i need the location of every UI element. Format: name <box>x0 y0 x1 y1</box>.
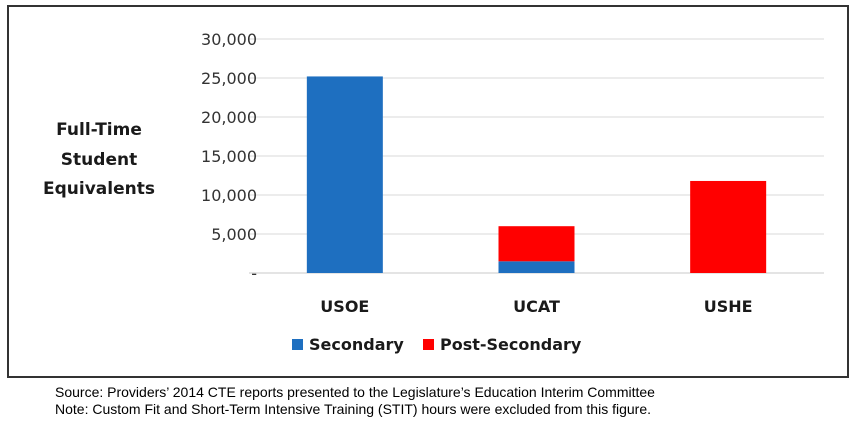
source-note: Source: Providers’ 2014 CTE reports pres… <box>55 384 655 400</box>
bar-ushe-post-secondary <box>690 180 767 273</box>
bar-usoe-secondary <box>306 76 383 273</box>
y-tick-label: 10,000 <box>201 186 257 205</box>
legend-swatch-secondary <box>292 339 303 350</box>
y-tick-label: 20,000 <box>201 108 257 127</box>
legend-label: Secondary <box>309 335 404 354</box>
y-axis-label: Equivalents <box>43 179 155 199</box>
y-tick-label: 5,000 <box>211 225 257 244</box>
x-category-label: USOE <box>320 297 369 316</box>
y-tick-label: 30,000 <box>201 30 257 49</box>
bar-chart: - 5,000 10,000 15,000 20,000 25,000 30,000 Full… <box>43 30 824 354</box>
bar-ucat-post-secondary <box>498 226 575 262</box>
x-category-label: UCAT <box>513 297 560 316</box>
y-axis-label: Student <box>61 150 137 170</box>
x-category-label: USHE <box>704 297 753 316</box>
legend-label: Post-Secondary <box>440 335 582 354</box>
bar-ucat-secondary <box>498 261 575 273</box>
chart-notes: Source: Providers’ 2014 CTE reports pres… <box>55 384 845 418</box>
exclusion-note: Note: Custom Fit and Short-Term Intensiv… <box>55 401 652 417</box>
y-tick-label: - <box>251 264 257 283</box>
chart-frame: - 5,000 10,000 15,000 20,000 25,000 30,000 Full… <box>7 5 849 378</box>
y-tick-label: 15,000 <box>201 147 257 166</box>
y-axis-label: Full-Time <box>56 120 142 140</box>
y-tick-label: 25,000 <box>201 69 257 88</box>
legend-swatch-post-secondary <box>423 339 434 350</box>
